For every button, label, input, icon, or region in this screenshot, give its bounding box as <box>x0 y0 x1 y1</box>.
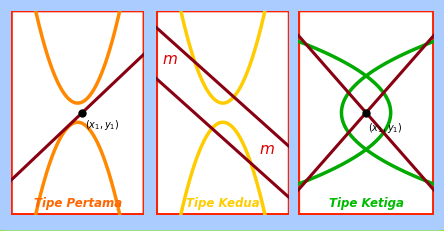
Text: $m$: $m$ <box>163 52 178 67</box>
Text: Tipe Pertama: Tipe Pertama <box>34 196 122 209</box>
FancyBboxPatch shape <box>11 12 144 215</box>
Text: $(x_1, y_1)$: $(x_1, y_1)$ <box>368 121 402 135</box>
Text: Tipe Ketiga: Tipe Ketiga <box>329 196 404 209</box>
FancyBboxPatch shape <box>298 12 434 215</box>
FancyBboxPatch shape <box>156 12 289 215</box>
Text: $m$: $m$ <box>259 141 275 156</box>
Text: $(x_1, y_1)$: $(x_1, y_1)$ <box>85 118 120 131</box>
Text: Tipe Kedua: Tipe Kedua <box>186 196 260 209</box>
